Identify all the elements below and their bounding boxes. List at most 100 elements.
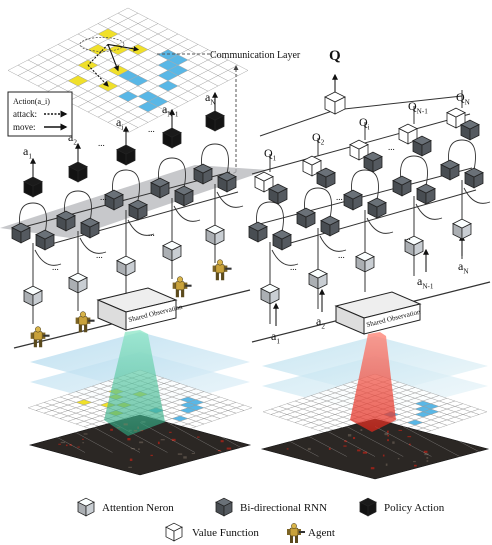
policy-cube bbox=[116, 144, 136, 166]
birnn-cube-backward bbox=[217, 171, 237, 193]
right-input-labels: a1 a2 aN-1 aN bbox=[271, 259, 469, 345]
right-cubes bbox=[248, 91, 484, 305]
left-observation-stack bbox=[27, 330, 253, 476]
value-rnn-cube bbox=[316, 167, 336, 189]
agent-figure bbox=[30, 326, 50, 348]
birnn-cube-forward bbox=[104, 189, 124, 211]
birnn-cube-backward bbox=[128, 199, 148, 221]
total-value-cube bbox=[324, 91, 346, 115]
attention-cube bbox=[308, 268, 328, 290]
policy-cube-icon-shape bbox=[359, 497, 377, 517]
ellipsis-policy-left: ... bbox=[98, 138, 105, 148]
birnn-cube-forward bbox=[150, 177, 170, 199]
shared-observation-right: Shared Observation bbox=[334, 291, 422, 335]
shared-observation-left: Shared Observation bbox=[96, 287, 184, 331]
birnn-cube-backward bbox=[367, 197, 387, 219]
birnn-cube-icon-shape bbox=[215, 497, 233, 517]
attention-cube bbox=[452, 218, 472, 240]
ellipsis-attention-left: ... bbox=[52, 262, 59, 272]
action-box-title: Action(a_i) bbox=[13, 97, 50, 106]
ellipsis-rnn-left: ... bbox=[100, 192, 107, 202]
left-output-label: a2 bbox=[68, 130, 77, 146]
ellipsis-value-right: ... bbox=[388, 142, 395, 152]
attention-cube bbox=[260, 283, 280, 305]
attention-beam-left bbox=[104, 330, 165, 436]
right-terrain bbox=[260, 418, 490, 480]
top-map-grid bbox=[7, 7, 249, 134]
right-input-label: aN-1 bbox=[417, 274, 434, 290]
value-rnn-cube bbox=[363, 151, 383, 173]
top-map bbox=[7, 7, 249, 134]
attention-cube bbox=[162, 240, 182, 262]
right-output-label: Qi bbox=[359, 115, 370, 131]
value-rnn-cube bbox=[412, 135, 432, 157]
right-output-labels: Q1 Q2 Qi QN-1 QN............... bbox=[264, 90, 471, 272]
birnn-cube-forward bbox=[193, 163, 213, 185]
action-box-move: move: bbox=[13, 122, 36, 132]
legend-birnn-label: Bi-directional RNN bbox=[240, 502, 327, 514]
right-input-label: a1 bbox=[271, 329, 280, 345]
birnn-cube-icon bbox=[215, 497, 233, 517]
ellipsis-rnn-right: ... bbox=[336, 192, 343, 202]
birnn-cube-backward bbox=[80, 217, 100, 239]
birnn-cube-backward bbox=[174, 185, 194, 207]
attention-cube-icon bbox=[77, 497, 95, 517]
agent-figure bbox=[172, 276, 192, 298]
birnn-cube-forward bbox=[56, 210, 76, 232]
policy-cube bbox=[68, 161, 88, 183]
attention-cube bbox=[205, 224, 225, 246]
birnn-cube-backward bbox=[464, 167, 484, 189]
value-cube-icon-shape bbox=[165, 522, 183, 542]
attention-cube bbox=[404, 235, 424, 257]
birnn-cube-backward bbox=[35, 229, 55, 251]
ellipsis-attention-left-3: ... bbox=[148, 228, 155, 238]
attention-cube bbox=[68, 272, 88, 294]
attention-cube-icon-shape bbox=[77, 497, 95, 517]
birnn-cube-forward bbox=[440, 159, 460, 181]
birnn-cube-forward bbox=[296, 207, 316, 229]
left-actor-network: a1 a2 ai aN-1 aN.................. Shared Ob… bbox=[0, 90, 268, 349]
legend-attention-label: Attention Neron bbox=[102, 502, 174, 514]
agent-figure bbox=[75, 311, 95, 333]
legend-agent-label: Agent bbox=[308, 527, 335, 539]
ellipsis-attention-left-2: ... bbox=[96, 250, 103, 260]
attention-cube bbox=[116, 255, 136, 277]
policy-cube bbox=[162, 127, 182, 149]
attention-cube bbox=[355, 251, 375, 273]
action-legend-box: Action(a_i) attack: move: bbox=[7, 91, 73, 137]
legend: Attention Neron Bi-directional RNN Polic… bbox=[77, 497, 445, 543]
left-output-labels: a1 a2 ai aN-1 aN.................. bbox=[23, 90, 216, 272]
map-agent-marker bbox=[67, 75, 89, 87]
right-output-label: QN bbox=[456, 90, 471, 106]
map-agent-marker bbox=[97, 28, 119, 40]
birnn-cube-backward bbox=[272, 229, 292, 251]
policy-cube bbox=[205, 110, 225, 132]
right-output-label: Q2 bbox=[312, 130, 325, 146]
policy-cube-icon bbox=[359, 497, 377, 517]
policy-cube bbox=[23, 176, 43, 198]
birnn-cube-forward bbox=[343, 189, 363, 211]
left-output-label: aN-1 bbox=[162, 102, 179, 118]
birnn-cube-backward bbox=[416, 183, 436, 205]
birnn-cube-backward bbox=[320, 215, 340, 237]
right-input-label: a2 bbox=[316, 314, 325, 330]
agent-figure bbox=[212, 259, 232, 281]
value-rnn-cube bbox=[460, 119, 480, 141]
legend-policy-label: Policy Action bbox=[384, 502, 445, 514]
ellipsis-attention-right: ... bbox=[290, 262, 297, 272]
value-cube-icon bbox=[165, 522, 183, 542]
value-cube bbox=[254, 171, 274, 193]
q-total-label: Q bbox=[329, 48, 341, 64]
birnn-cube-forward bbox=[392, 175, 412, 197]
communication-layer-label: Communication Layer bbox=[210, 50, 301, 61]
ellipsis-attention-right-2: ... bbox=[338, 250, 345, 260]
birnn-cube-forward bbox=[11, 222, 31, 244]
right-output-label: Q1 bbox=[264, 146, 277, 162]
left-output-label: aN bbox=[205, 90, 216, 106]
left-output-label: ai bbox=[116, 115, 123, 131]
left-cubes bbox=[11, 110, 237, 307]
birnn-cube-forward bbox=[248, 221, 268, 243]
attention-beam-right bbox=[350, 332, 396, 432]
legend-value-label: Value Function bbox=[192, 527, 259, 539]
